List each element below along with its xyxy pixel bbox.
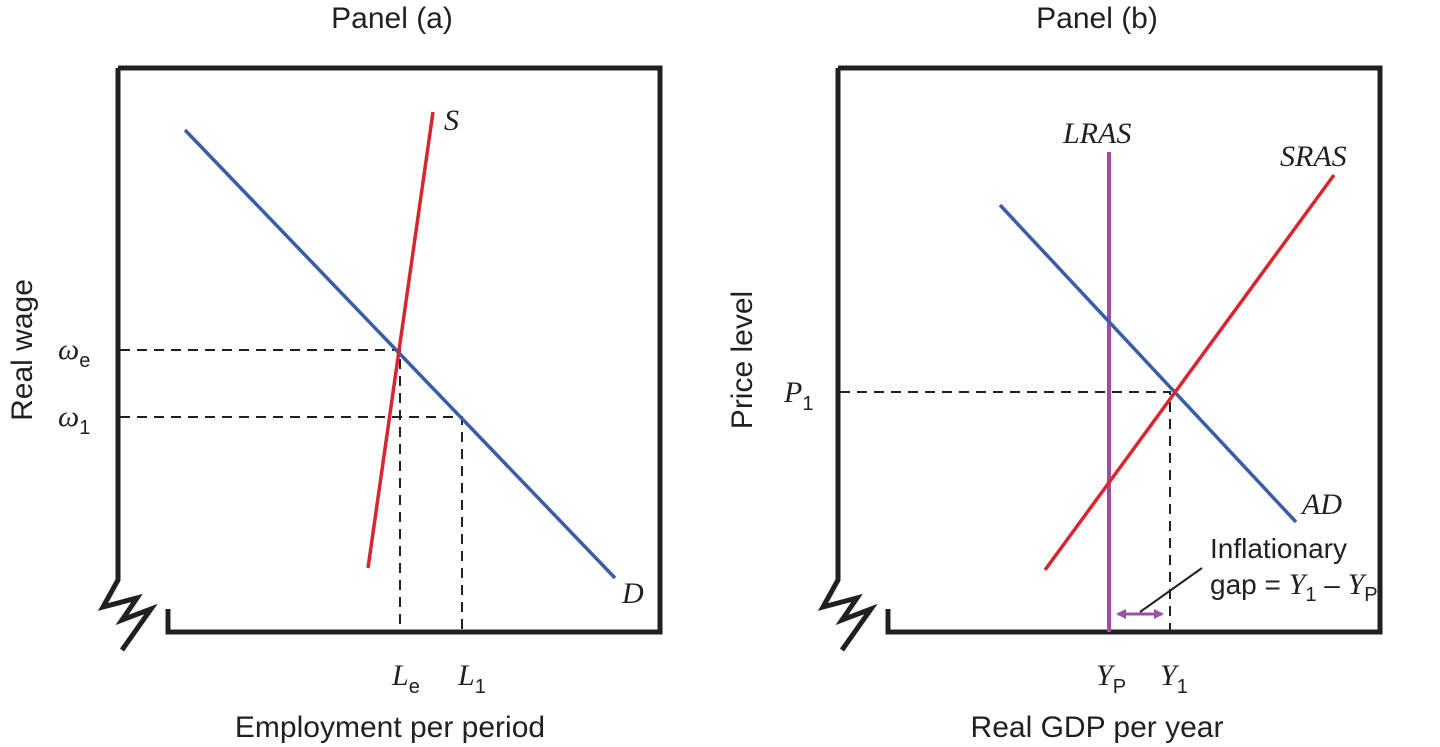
panel-a: Panel (a) S D ωe ω1 Le L1 Employment per… (6, 2, 663, 744)
x-tick-L-1: L1 (457, 659, 486, 698)
x-tick-L-e: Le (391, 659, 420, 698)
y-tick-P-1: P1 (783, 376, 813, 415)
y-tick-omega-1: ω1 (58, 400, 90, 439)
supply-label: S (444, 104, 459, 137)
sras-curve (1043, 173, 1336, 572)
panel-b-title: Panel (b) (1036, 2, 1158, 35)
panel-a-y-axis-title: Real wage (6, 279, 39, 421)
x-tick-Y-1: Y1 (1160, 659, 1188, 698)
panel-a-x-axis-title: Employment per period (235, 711, 545, 744)
sras-label: SRAS (1280, 140, 1347, 173)
ad-label: AD (1300, 488, 1342, 521)
x-tick-Y-P: YP (1096, 659, 1126, 698)
panel-b-y-axis-title: Price level (726, 291, 759, 429)
panel-a-w1-guide (120, 416, 463, 632)
panel-b-p1-guide (840, 391, 1171, 632)
labor-supply-curve (366, 111, 435, 569)
panel-a-title: Panel (a) (331, 2, 453, 35)
inflationary-gap-line1: Inflationary (1210, 533, 1347, 564)
lras-label: LRAS (1062, 117, 1131, 150)
panel-b-axes (817, 65, 1383, 652)
inflationary-gap-line2: gap = Y1 – YP (1210, 568, 1378, 606)
panel-b-x-axis-title: Real GDP per year (971, 711, 1224, 744)
ad-curve (998, 203, 1298, 524)
y-tick-omega-e: ωe (58, 333, 90, 372)
demand-label: D (621, 577, 644, 610)
panel-b: Panel (b) LRAS SRAS AD Inflationary gap … (726, 2, 1383, 744)
panel-a-axes (97, 65, 663, 652)
panel-a-we-guide (120, 349, 401, 632)
inflationary-gap-leader (1139, 567, 1203, 613)
